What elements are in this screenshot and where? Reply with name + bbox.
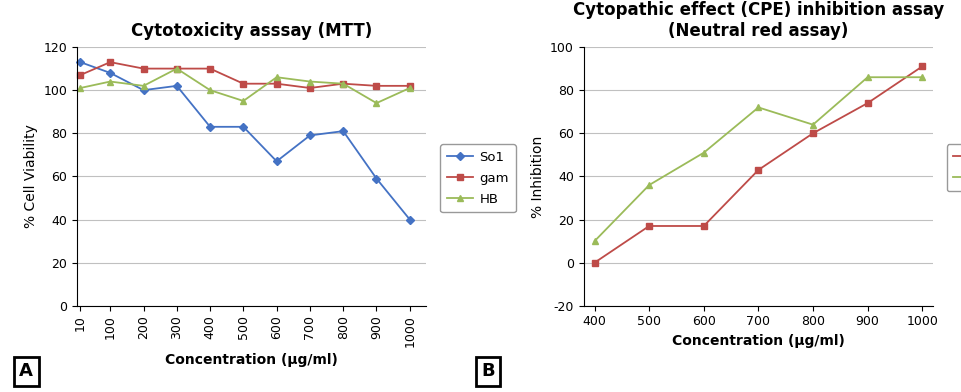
So1 xyxy=(404,217,415,222)
gam xyxy=(643,224,654,229)
So1 xyxy=(137,88,149,93)
HB xyxy=(171,66,183,71)
HB xyxy=(337,82,349,86)
gam xyxy=(337,82,349,86)
So1 xyxy=(171,83,183,88)
gam xyxy=(404,83,415,88)
gam xyxy=(204,66,215,71)
So1 xyxy=(74,60,86,65)
HB xyxy=(752,105,763,110)
HB xyxy=(588,239,600,243)
gam xyxy=(304,86,315,91)
So1 xyxy=(304,133,315,138)
gam xyxy=(74,73,86,78)
So1 xyxy=(105,71,116,75)
Legend: gam, HB: gam, HB xyxy=(946,144,961,191)
gam xyxy=(137,66,149,71)
HB xyxy=(643,183,654,187)
HB xyxy=(806,122,818,127)
HB xyxy=(698,151,709,155)
Y-axis label: % Cell Viability: % Cell Viability xyxy=(24,125,37,228)
gam xyxy=(171,66,183,71)
HB xyxy=(237,99,249,103)
gam xyxy=(370,83,382,88)
So1 xyxy=(271,159,283,164)
Text: A: A xyxy=(19,362,33,380)
HB xyxy=(304,79,315,84)
Title: Cytotoxicity asssay (MTT): Cytotoxicity asssay (MTT) xyxy=(131,22,372,40)
Title: Cytopathic effect (CPE) inhibition assay
(Neutral red assay): Cytopathic effect (CPE) inhibition assay… xyxy=(572,1,943,40)
So1 xyxy=(237,125,249,129)
HB xyxy=(204,88,215,93)
Line: HB: HB xyxy=(77,65,413,107)
gam xyxy=(271,82,283,86)
HB xyxy=(74,86,86,91)
X-axis label: Concentration (μg/ml): Concentration (μg/ml) xyxy=(165,353,337,367)
gam xyxy=(105,60,116,65)
Y-axis label: % Inhibition: % Inhibition xyxy=(530,135,544,218)
Text: B: B xyxy=(480,362,494,380)
gam xyxy=(861,101,873,105)
HB xyxy=(916,75,927,80)
HB xyxy=(370,101,382,105)
HB xyxy=(105,79,116,84)
gam xyxy=(806,131,818,136)
So1 xyxy=(337,129,349,134)
gam xyxy=(752,168,763,172)
gam xyxy=(916,64,927,69)
So1 xyxy=(370,176,382,181)
gam xyxy=(698,224,709,229)
gam xyxy=(237,82,249,86)
Line: HB: HB xyxy=(590,74,924,245)
Line: gam: gam xyxy=(591,64,924,265)
Line: So1: So1 xyxy=(78,59,412,222)
Line: gam: gam xyxy=(78,59,412,91)
Legend: So1, gam, HB: So1, gam, HB xyxy=(439,144,515,212)
HB xyxy=(137,83,149,88)
So1 xyxy=(204,125,215,129)
HB xyxy=(861,75,873,80)
HB xyxy=(271,75,283,80)
gam xyxy=(588,260,600,265)
HB xyxy=(404,86,415,91)
X-axis label: Concentration (μg/ml): Concentration (μg/ml) xyxy=(672,334,844,348)
